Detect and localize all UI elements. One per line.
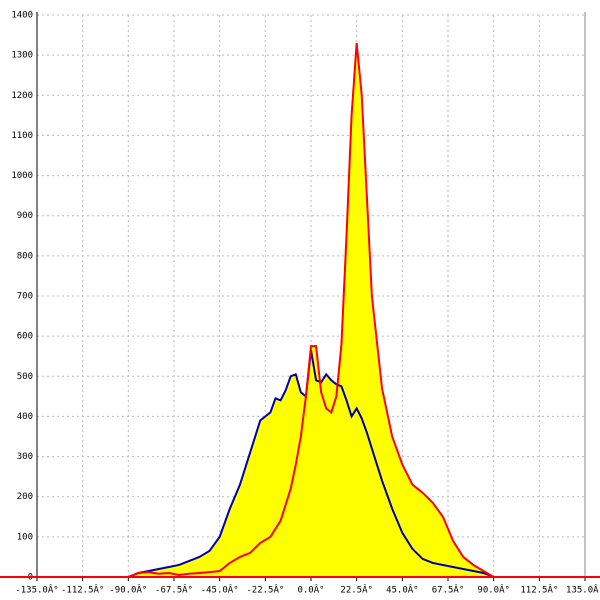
x-tick-label: -90.0Â° [109, 584, 147, 596]
x-tick-label: -45.0Â° [201, 584, 239, 596]
y-tick-label: 300 [17, 452, 33, 462]
x-tick-label: -67.5Â° [155, 584, 193, 596]
y-tick-label: 600 [17, 332, 33, 342]
y-tick-label: 1000 [11, 171, 33, 181]
x-tick-label: 45.0Â° [386, 584, 419, 596]
y-tick-label: 100 [17, 532, 33, 542]
y-tick-label: 400 [17, 412, 33, 422]
x-tick-label: 112.5Â° [520, 584, 558, 596]
x-tick-label: -135.0Â° [15, 584, 58, 596]
y-tick-label: 800 [17, 251, 33, 261]
y-tick-label: 900 [17, 211, 33, 221]
x-tick-label: 90.0Â° [477, 584, 510, 596]
x-tick-label: 67.5Â° [432, 584, 465, 596]
series-line [127, 350, 495, 578]
y-tick-label: 200 [17, 492, 33, 502]
x-tick-label: -112.5Â° [61, 584, 104, 596]
y-tick-label: 1200 [11, 91, 33, 101]
series-line [127, 43, 495, 578]
x-tick-label: -22.5Â° [246, 584, 284, 596]
y-tick-label: 700 [17, 292, 33, 302]
x-tick-label: 135.0Â° [566, 584, 600, 596]
y-tick-label: 1300 [11, 51, 33, 61]
x-tick-label: 0.0Â° [297, 584, 324, 596]
y-tick-label: 1400 [11, 11, 33, 21]
area-fill [128, 43, 494, 578]
y-tick-label: 500 [17, 372, 33, 382]
y-tick-label: 1100 [11, 131, 33, 141]
x-tick-label: 22.5Â° [340, 584, 373, 596]
